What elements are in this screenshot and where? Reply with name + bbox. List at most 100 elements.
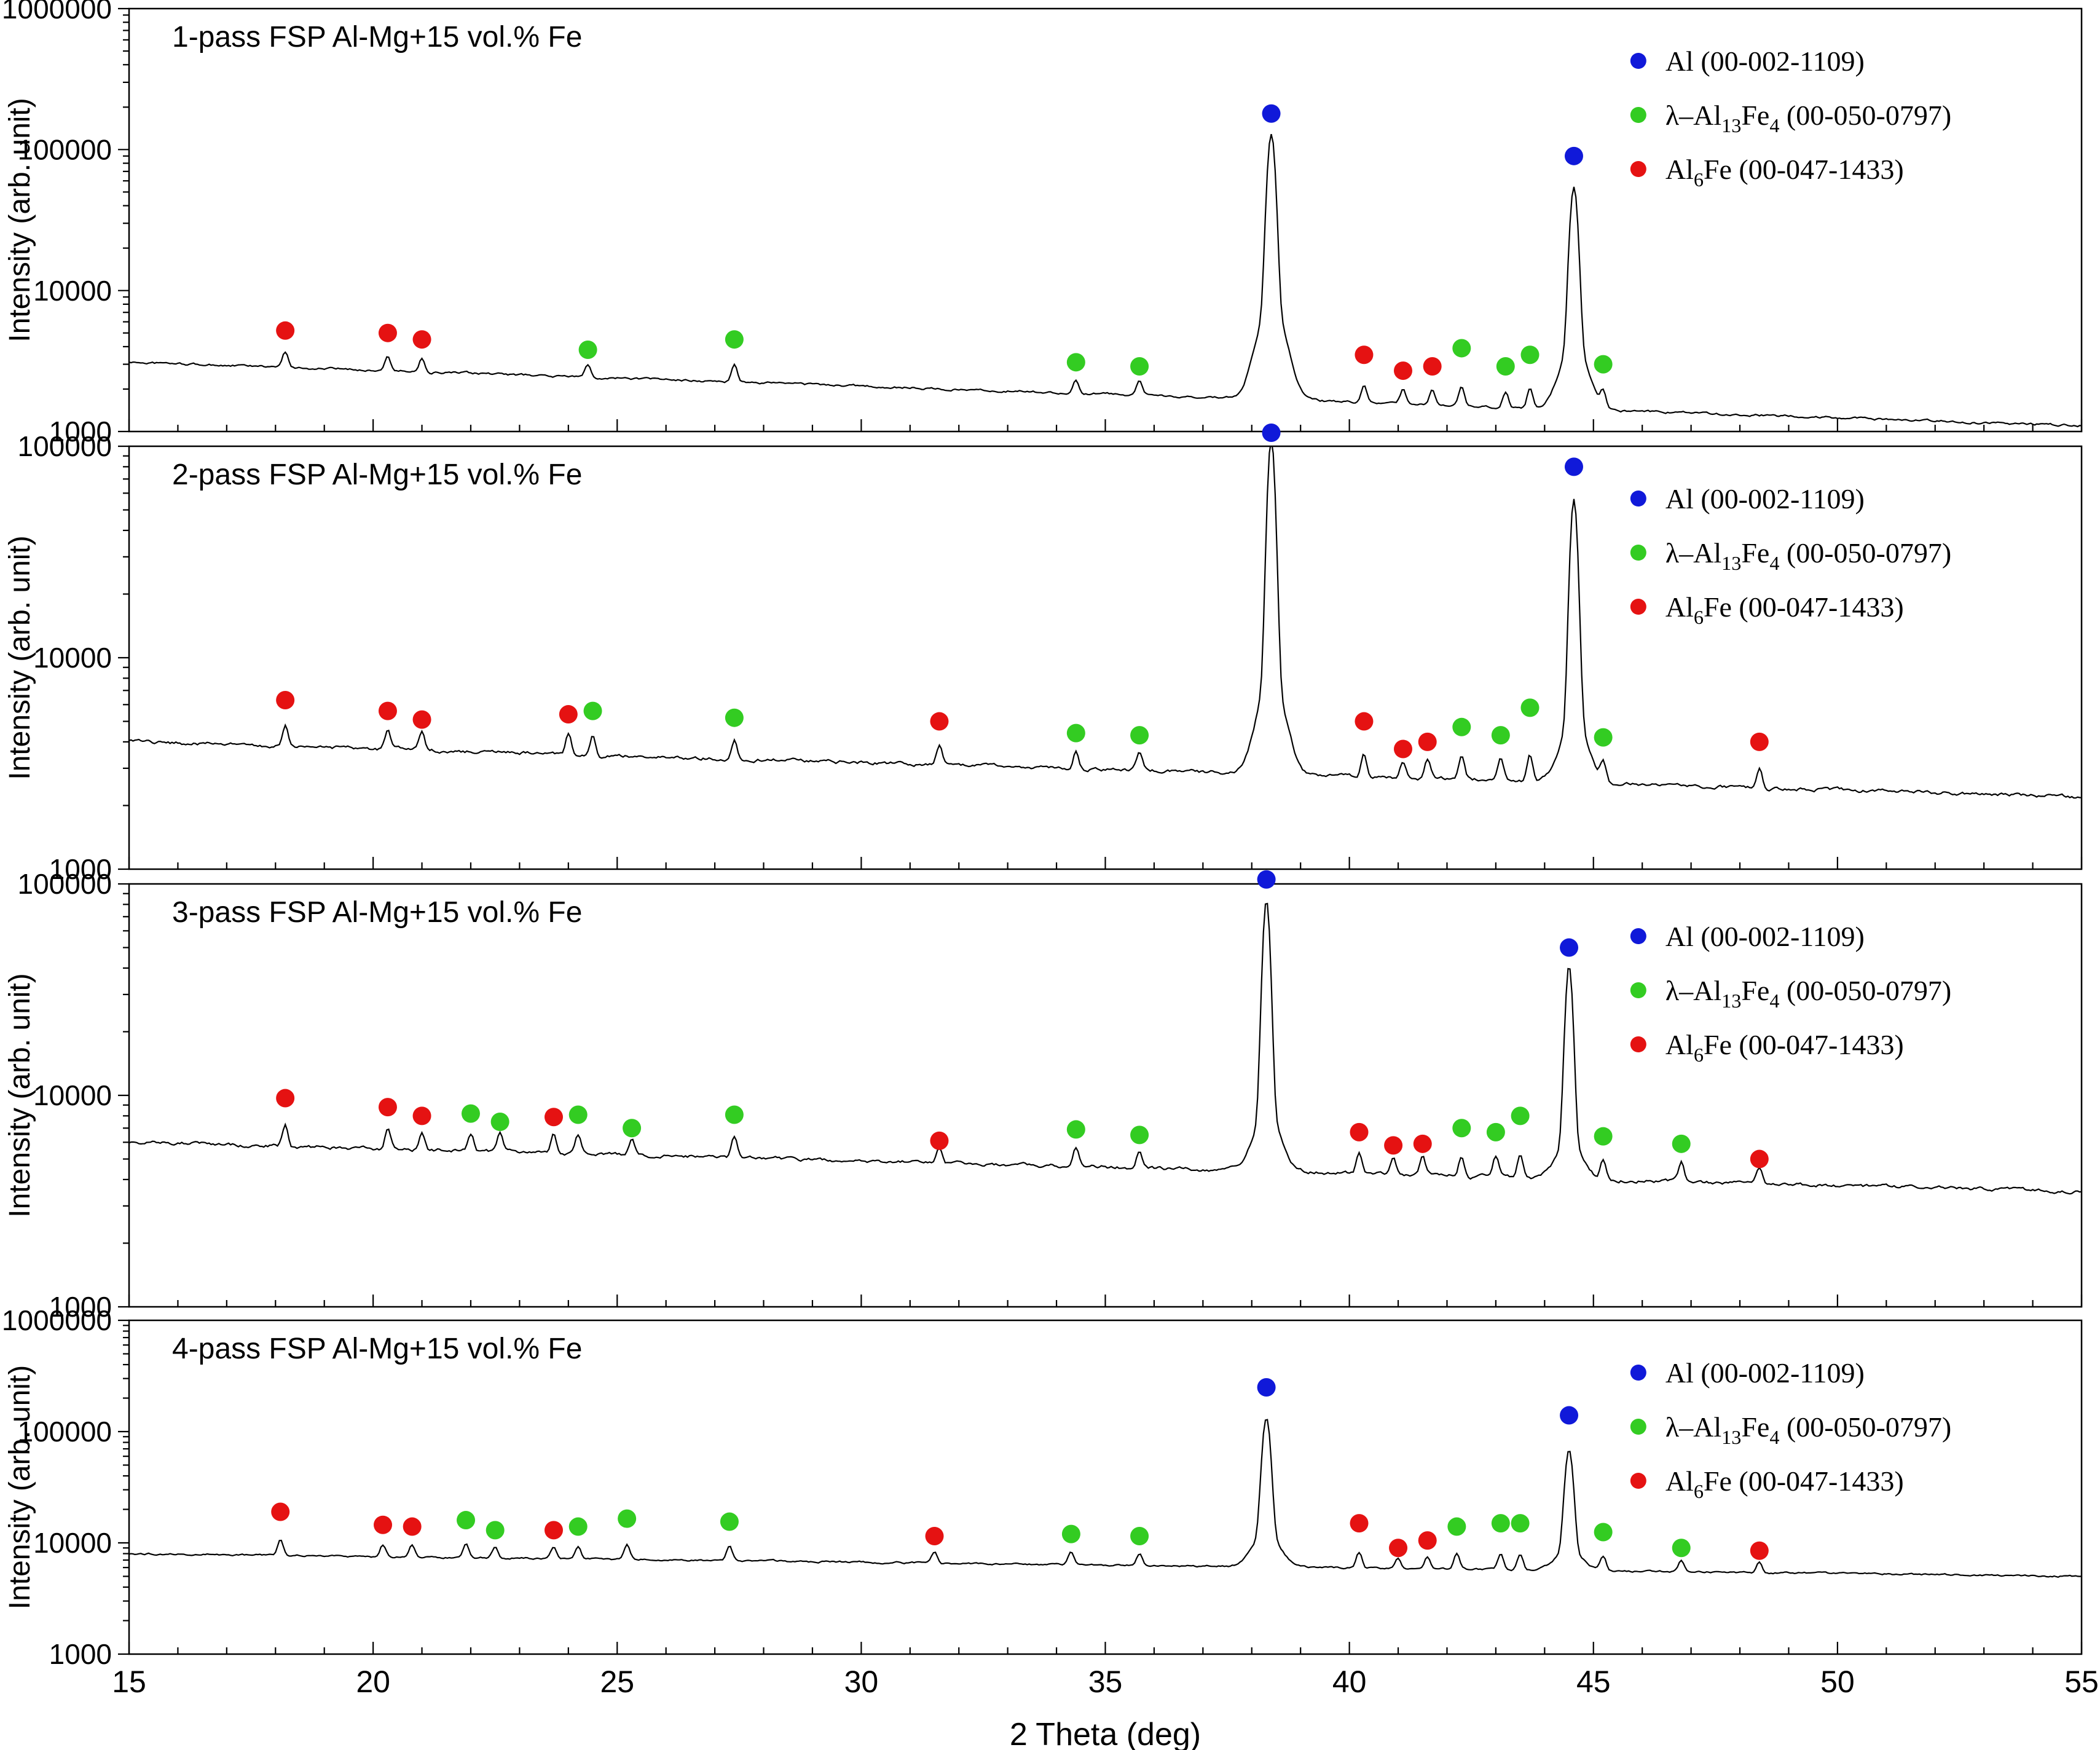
marker-al13fe4: [1130, 1527, 1149, 1546]
y-tick-label: 1000000: [2, 1304, 112, 1336]
marker-al13fe4: [1447, 1517, 1466, 1536]
legend: Al (00-002-1109) λ–Al13Fe4 (00-050-0797) A…: [1630, 921, 1951, 1066]
marker-al: [1564, 457, 1583, 476]
marker-al6fe: [276, 1089, 295, 1108]
legend-label-al: Al (00-002-1109): [1665, 1357, 1865, 1389]
legend-dot-al6fe: [1630, 599, 1646, 615]
marker-al13fe4: [1130, 1125, 1149, 1145]
x-tick-label: 15: [112, 1665, 146, 1699]
legend: Al (00-002-1109) λ–Al13Fe4 (00-050-0797) A…: [1630, 1357, 1951, 1502]
x-tick-label: 20: [356, 1665, 390, 1699]
xrd-chart-4-pass: 1000 10000 100000 1000000 15 20 25 30 35 40 45 50 55…: [2, 1304, 2099, 1750]
marker-al6fe: [1393, 361, 1412, 380]
axis-ticks: [118, 883, 2083, 1308]
panel-1-pass: 1000 10000 100000 1000000 Intensity (arb. un…: [0, 0, 2100, 447]
y-tick-label: 10000: [33, 1079, 112, 1111]
legend-dot-al6fe: [1630, 1473, 1646, 1489]
y-tick-label: 10000: [33, 642, 112, 674]
y-tick-label: 10000: [33, 275, 112, 307]
marker-al13fe4: [1594, 728, 1613, 747]
marker-al6fe: [930, 712, 949, 731]
axis-ticks: [118, 1319, 2083, 1655]
xrd-chart-2-pass: 1000 10000 100000 Intensity (arb. unit) 2-pa…: [4, 424, 2083, 885]
xrd-trace: [129, 133, 2082, 428]
legend-dot-al13fe4: [1630, 1419, 1646, 1435]
legend-dot-al13fe4: [1630, 545, 1646, 561]
y-tick-label: 1000: [49, 853, 112, 885]
legend-label-al: Al (00-002-1109): [1665, 483, 1865, 514]
y-tick-label: 10000: [33, 1527, 112, 1559]
marker-al13fe4: [1491, 1514, 1510, 1533]
marker-al6fe: [378, 701, 397, 720]
y-tick-label: 100000: [18, 1416, 112, 1448]
xrd-trace: [129, 446, 2082, 799]
x-tick-label: 30: [844, 1665, 879, 1699]
marker-al6fe: [544, 1521, 563, 1540]
marker-al6fe: [1393, 739, 1412, 759]
marker-al6fe: [374, 1515, 393, 1534]
x-tick-label: 45: [1576, 1665, 1611, 1699]
marker-al13fe4: [1672, 1539, 1691, 1558]
marker-al13fe4: [1491, 726, 1510, 745]
marker-al6fe: [1750, 1149, 1769, 1169]
marker-al6fe: [412, 1106, 431, 1125]
y-axis-title: Intensity (arb. unit): [4, 98, 36, 342]
marker-al13fe4: [490, 1112, 509, 1131]
marker-al13fe4: [583, 701, 602, 720]
marker-al13fe4: [457, 1511, 476, 1530]
marker-al: [1262, 424, 1281, 442]
marker-al: [1560, 938, 1579, 957]
marker-al13fe4: [1130, 726, 1149, 745]
x-tick-label: 50: [1820, 1665, 1855, 1699]
marker-al6fe: [1389, 1539, 1408, 1558]
marker-al6fe: [1750, 1541, 1769, 1560]
legend-label-al6fe: Al6Fe (00-047-1433): [1665, 1465, 1904, 1502]
marker-al6fe: [559, 705, 578, 724]
y-axis-title: Intensity (arb. unit): [4, 973, 36, 1218]
legend-label-al: Al (00-002-1109): [1665, 45, 1865, 77]
legend: Al (00-002-1109) λ–Al13Fe4 (00-050-0797) A…: [1630, 45, 1951, 191]
marker-al6fe: [1384, 1136, 1403, 1155]
marker-al13fe4: [618, 1509, 637, 1528]
marker-al13fe4: [1511, 1106, 1530, 1125]
y-axis-title: Intensity (arb. unit): [4, 1365, 36, 1610]
y-tick-label: 1000000: [2, 0, 112, 25]
marker-al6fe: [412, 710, 431, 729]
marker-al13fe4: [1130, 357, 1149, 376]
marker-al6fe: [544, 1108, 563, 1127]
y-axis-title: Intensity (arb. unit): [4, 535, 36, 780]
marker-al: [1564, 146, 1583, 165]
legend-label-al6fe: Al6Fe (00-047-1433): [1665, 591, 1904, 628]
axis-ticks: [118, 445, 2083, 870]
marker-al6fe: [378, 323, 397, 342]
legend-dot-al: [1630, 1365, 1646, 1381]
marker-al13fe4: [1594, 1523, 1613, 1542]
legend: Al (00-002-1109) λ–Al13Fe4 (00-050-0797) A…: [1630, 483, 1951, 628]
y-tick-label: 100000: [18, 430, 112, 462]
axis-ticks: [118, 7, 2083, 433]
y-tick-label: 100000: [18, 868, 112, 900]
marker-al: [1262, 104, 1281, 123]
panel-4-pass: 1000 10000 100000 1000000 15 20 25 30 35 40 45 50 55…: [0, 1304, 2100, 1750]
marker-al6fe: [1750, 732, 1769, 751]
marker-al13fe4: [1061, 1524, 1080, 1543]
legend-label-al6fe: Al6Fe (00-047-1433): [1665, 154, 1904, 191]
panel-2-pass: 1000 10000 100000 Intensity (arb. unit) 2-pa…: [0, 424, 2100, 885]
marker-al13fe4: [1594, 355, 1613, 374]
panel-title: 3-pass FSP Al-Mg+15 vol.% Fe: [172, 896, 582, 929]
marker-al6fe: [1350, 1122, 1369, 1141]
panel-title: 4-pass FSP Al-Mg+15 vol.% Fe: [172, 1333, 582, 1365]
marker-al6fe: [1418, 1531, 1437, 1550]
y-tick-label: 1000: [49, 416, 112, 447]
marker-al6fe: [1350, 1514, 1369, 1533]
marker-al6fe: [925, 1527, 944, 1546]
legend-dot-al6fe: [1630, 1036, 1646, 1052]
marker-al13fe4: [720, 1512, 739, 1531]
xrd-chart-3-pass: 1000 10000 100000 Intensity (arb. unit) 3-pa…: [4, 868, 2083, 1323]
marker-al6fe: [1355, 345, 1374, 365]
marker-al13fe4: [1594, 1127, 1613, 1146]
marker-al6fe: [378, 1098, 397, 1117]
x-axis-title: 2 Theta (deg): [1010, 1717, 1201, 1750]
marker-al13fe4: [1486, 1122, 1505, 1141]
